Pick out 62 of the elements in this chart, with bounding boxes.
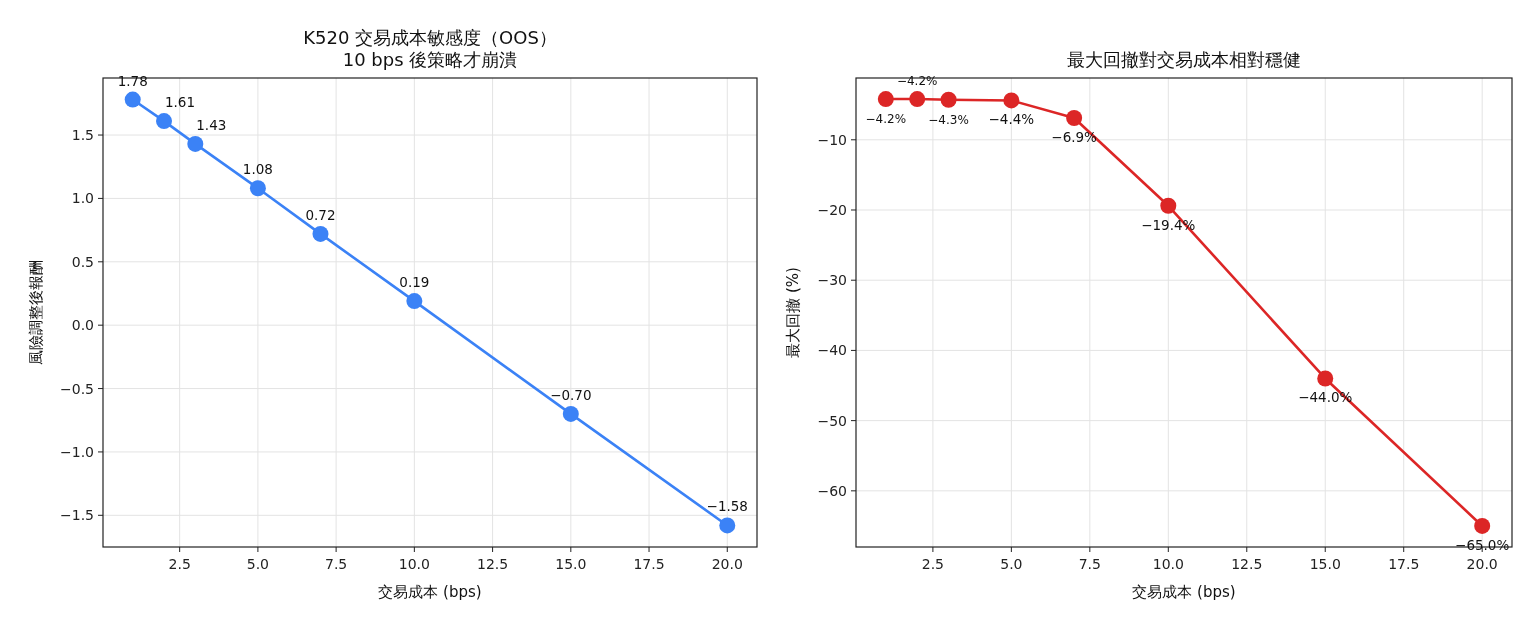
data-label: 0.72 xyxy=(305,206,336,223)
data-label: 1.08 xyxy=(242,161,273,178)
point xyxy=(124,91,141,108)
y-tick-label: −10 xyxy=(817,131,847,148)
x-tick-label: 20.0 xyxy=(1466,556,1498,572)
data-label: 1.43 xyxy=(196,116,227,133)
data-label: 0.19 xyxy=(399,274,430,291)
x-tick-label: 17.5 xyxy=(633,556,665,572)
y-axis-title: 最大回撤 (%) xyxy=(784,267,802,358)
point xyxy=(312,225,329,242)
y-tick-label: −1.5 xyxy=(60,507,94,524)
y-tick-label: 1.5 xyxy=(71,127,94,144)
point xyxy=(406,293,423,310)
x-tick-label: 7.5 xyxy=(1078,556,1101,572)
point xyxy=(1474,517,1491,534)
y-tick-label: −1.0 xyxy=(60,443,94,460)
y-tick-label: −40 xyxy=(817,342,847,359)
point xyxy=(562,405,579,422)
x-tick-label: 15.0 xyxy=(1309,556,1341,572)
y-tick-label: 1.0 xyxy=(71,190,94,207)
x-tick-label: 5.0 xyxy=(1000,556,1023,572)
y-tick-label: −60 xyxy=(817,482,847,499)
x-tick-label: 5.0 xyxy=(246,556,270,572)
data-label: −6.9% xyxy=(1051,129,1098,146)
x-tick-label: 12.5 xyxy=(1231,556,1263,572)
data-label: −4.3% xyxy=(928,112,969,127)
x-tick-label: 2.5 xyxy=(921,556,945,572)
y-tick-label: −30 xyxy=(817,272,847,289)
chart-title: 最大回撤對交易成本相對穩健 xyxy=(1067,49,1301,70)
x-tick-label: 7.5 xyxy=(324,556,348,572)
point xyxy=(187,135,204,152)
x-axis-title: 交易成本 (bps) xyxy=(378,583,482,601)
y-tick-label: −50 xyxy=(817,412,847,429)
point xyxy=(1003,92,1020,109)
point xyxy=(719,517,736,534)
x-tick-label: 10.0 xyxy=(1152,556,1184,572)
point xyxy=(249,180,266,197)
point xyxy=(1317,370,1334,387)
x-tick-label: 17.5 xyxy=(1388,556,1420,572)
x-tick-label: 12.5 xyxy=(477,556,509,572)
y-tick-label: 0.5 xyxy=(71,253,94,270)
point xyxy=(940,91,957,108)
data-label: −1.58 xyxy=(706,498,748,515)
y-tick-label: 0.0 xyxy=(71,317,94,334)
point xyxy=(877,91,894,108)
chart-title: K520 交易成本敏感度（OOS） 10 bps 後策略才崩潰 xyxy=(303,27,557,70)
data-label: −0.70 xyxy=(550,386,592,403)
point xyxy=(1160,197,1177,214)
x-tick-label: 10.0 xyxy=(398,556,430,572)
x-tick-label: 2.5 xyxy=(168,556,191,572)
data-label: −4.4% xyxy=(988,111,1035,128)
x-tick-label: 20.0 xyxy=(711,556,743,572)
point xyxy=(909,91,926,108)
y-tick-label: −20 xyxy=(817,201,847,218)
x-tick-label: 15.0 xyxy=(555,556,587,572)
y-tick-label: −0.5 xyxy=(60,380,94,397)
point xyxy=(1066,110,1083,127)
data-label: 1.61 xyxy=(164,94,196,111)
x-axis-title: 交易成本 (bps) xyxy=(1132,583,1236,601)
data-label: −4.2% xyxy=(865,112,907,127)
point xyxy=(156,113,173,130)
y-axis-title: 風險調整後報酬 xyxy=(27,260,45,365)
